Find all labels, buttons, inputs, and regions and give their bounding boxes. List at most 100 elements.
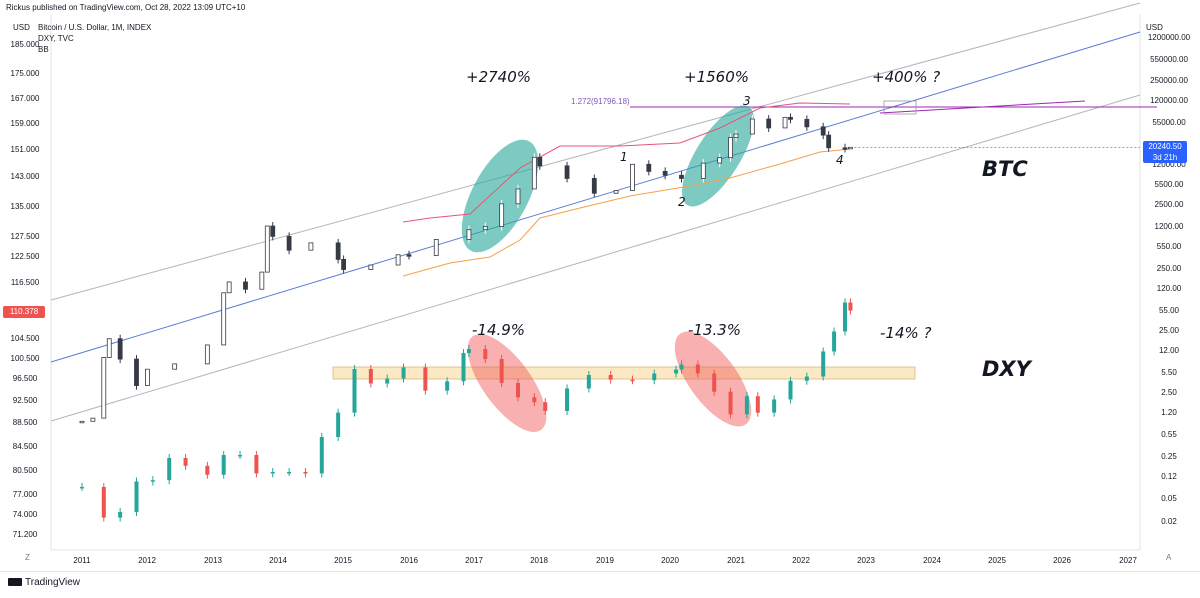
- left-tick: 88.500: [12, 418, 38, 427]
- dxy-candle: [423, 367, 428, 391]
- dxy-candle: [221, 455, 226, 475]
- btc-candle: [630, 163, 635, 191]
- btc-candle: [679, 174, 684, 179]
- btc-gain-2-annotation: +1560%: [684, 68, 749, 86]
- dxy-candle: [695, 364, 700, 374]
- dxy-candle: [319, 437, 324, 474]
- dxy-drop-zone-1: [467, 334, 547, 432]
- btc-candle: [101, 357, 107, 419]
- btc-price-value: 20240.50: [1148, 142, 1182, 151]
- right-tick: 12.00: [1158, 346, 1180, 355]
- year-label: 2020: [661, 556, 679, 565]
- right-tick: 550000.00: [1150, 55, 1188, 64]
- btc-candle: [172, 363, 178, 370]
- left-tick: 104.500: [10, 334, 40, 343]
- bollinger-upper-band: [402, 102, 851, 223]
- dxy-candle: [788, 380, 793, 400]
- dxy-candle: [516, 382, 520, 398]
- dxy-candle: [287, 472, 292, 474]
- btc-candle: [226, 281, 232, 294]
- dxy-candle: [843, 302, 847, 332]
- dxy-candle: [728, 391, 733, 415]
- left-tick: 74.000: [12, 510, 38, 519]
- dxy-candle: [674, 369, 679, 374]
- right-tick: 12000.00: [1152, 160, 1186, 169]
- year-label: 2022: [792, 556, 810, 565]
- year-label: 2026: [1053, 556, 1071, 565]
- btc-candle: [646, 163, 652, 172]
- btc-candle: [466, 229, 472, 240]
- dxy-candle: [401, 367, 406, 379]
- btc-candle: [406, 254, 412, 257]
- left-tick: 135.000: [10, 202, 40, 211]
- year-label: 2021: [727, 556, 745, 565]
- fib-extension-label: 1.272(91796.18): [571, 97, 630, 106]
- right-tick: 1.20: [1161, 408, 1177, 417]
- dxy-candle: [608, 375, 613, 380]
- dxy-candle: [679, 364, 684, 370]
- right-tick: 120.00: [1156, 284, 1182, 293]
- zoom-reset-icon[interactable]: Z: [25, 553, 30, 562]
- year-label: 2012: [138, 556, 156, 565]
- wave-2-label: 2: [678, 195, 686, 209]
- btc-candle: [243, 281, 248, 290]
- btc-countdown: 3d 21h: [1152, 153, 1178, 162]
- target-box: [883, 100, 917, 115]
- indicator-label[interactable]: BB: [38, 45, 49, 54]
- btc-gain-1-annotation: +2740%: [466, 68, 531, 86]
- right-tick: 0.12: [1161, 472, 1177, 481]
- channel-upper-line: [50, 2, 1141, 301]
- right-tick: 25.00: [1158, 326, 1180, 335]
- btc-candle: [820, 126, 826, 136]
- dxy-candle: [352, 369, 357, 413]
- dxy-candle: [821, 351, 826, 377]
- btc-candle: [499, 203, 505, 227]
- btc-candle: [804, 118, 810, 128]
- right-tick: 0.02: [1161, 517, 1177, 526]
- dxy-candle: [804, 376, 809, 381]
- dxy-drop-3-annotation: -14% ?: [880, 324, 932, 342]
- tradingview-logo: TradingView: [8, 577, 80, 588]
- auto-scale-icon[interactable]: A: [1166, 553, 1172, 562]
- left-tick: 159.000: [10, 119, 40, 128]
- btc-candle: [482, 226, 488, 231]
- btc-candle: [733, 133, 739, 139]
- secondary-symbol[interactable]: DXY, TVC: [38, 34, 74, 43]
- year-label: 2025: [988, 556, 1006, 565]
- dxy-candle: [80, 486, 84, 489]
- right-tick: 0.05: [1161, 494, 1177, 503]
- year-label: 2016: [400, 556, 418, 565]
- dxy-candle: [848, 302, 853, 311]
- footer-bar: [0, 571, 1200, 594]
- btc-candle: [204, 344, 210, 365]
- channel-lower-line: [50, 94, 1141, 422]
- dxy-candle: [303, 472, 308, 474]
- dxy-candle: [270, 472, 275, 474]
- btc-label: BTC: [982, 157, 1028, 181]
- right-tick: 1200.00: [1154, 222, 1184, 231]
- btc-candle: [537, 156, 543, 167]
- year-label: 2011: [73, 556, 91, 565]
- left-tick: 100.500: [10, 354, 40, 363]
- dxy-candle: [385, 378, 390, 384]
- dxy-candle: [565, 388, 570, 411]
- dxy-candle: [336, 412, 341, 437]
- dxy-candle: [205, 465, 210, 475]
- btc-candle: [613, 190, 619, 194]
- right-tick: 2500.00: [1154, 200, 1184, 209]
- year-label: 2023: [857, 556, 875, 565]
- btc-candle: [106, 338, 112, 358]
- left-tick: 122.500: [10, 252, 40, 261]
- symbol-line[interactable]: Bitcoin / U.S. Dollar, 1M, INDEX: [38, 23, 152, 32]
- dxy-candle: [712, 373, 717, 392]
- btc-candle: [749, 118, 755, 135]
- right-tick: 2.50: [1161, 388, 1177, 397]
- dxy-candle: [772, 399, 777, 413]
- dxy-candle: [254, 455, 259, 474]
- left-tick: 84.500: [12, 442, 38, 451]
- right-tick: 55.00: [1158, 306, 1180, 315]
- dxy-candle: [586, 375, 591, 389]
- dxy-candle: [543, 402, 548, 411]
- year-label: 2018: [530, 556, 548, 565]
- btc-candle: [341, 258, 347, 270]
